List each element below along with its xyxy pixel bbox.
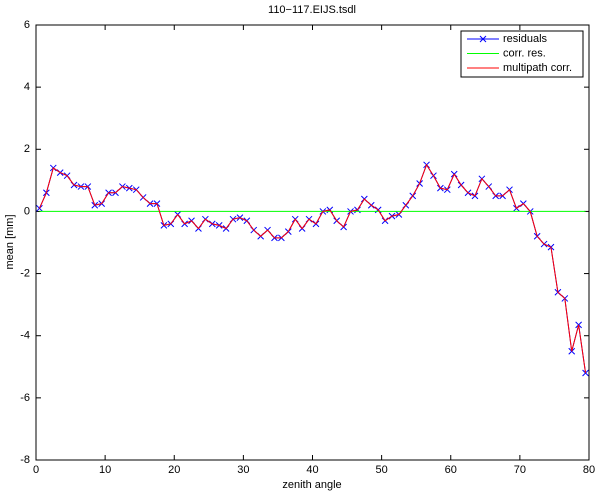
x-tick-label: 20 bbox=[168, 464, 180, 476]
x-tick-label: 40 bbox=[306, 464, 318, 476]
x-tick-label: 70 bbox=[514, 464, 526, 476]
x-tick-label: 0 bbox=[33, 464, 39, 476]
y-tick-label: -6 bbox=[20, 392, 30, 404]
y-tick-label: -2 bbox=[20, 267, 30, 279]
plot-frame bbox=[35, 24, 590, 461]
x-tick-label: 60 bbox=[445, 464, 457, 476]
x-tick-label: 10 bbox=[99, 464, 111, 476]
y-tick-label: -4 bbox=[20, 330, 30, 342]
marker bbox=[479, 35, 487, 43]
chart-title: 110−117.EIJS.tsdl bbox=[268, 4, 356, 16]
legend-label: corr. res. bbox=[503, 47, 546, 59]
x-tick-label: 80 bbox=[583, 464, 595, 476]
x-tick-label: 30 bbox=[237, 464, 249, 476]
y-tick-label: 6 bbox=[24, 19, 30, 31]
legend-label: multipath corr. bbox=[503, 62, 572, 74]
legend-label: residuals bbox=[503, 33, 548, 45]
x-axis-label: zenith angle bbox=[282, 479, 341, 491]
y-tick-label: -8 bbox=[20, 454, 30, 466]
y-tick-label: 0 bbox=[24, 205, 30, 217]
x-tick-label: 50 bbox=[376, 464, 388, 476]
y-axis-label: mean [mm] bbox=[4, 214, 16, 269]
y-tick-label: 2 bbox=[24, 143, 30, 155]
marker bbox=[582, 369, 589, 377]
series-line bbox=[38, 163, 587, 374]
y-tick-label: 4 bbox=[24, 81, 30, 93]
